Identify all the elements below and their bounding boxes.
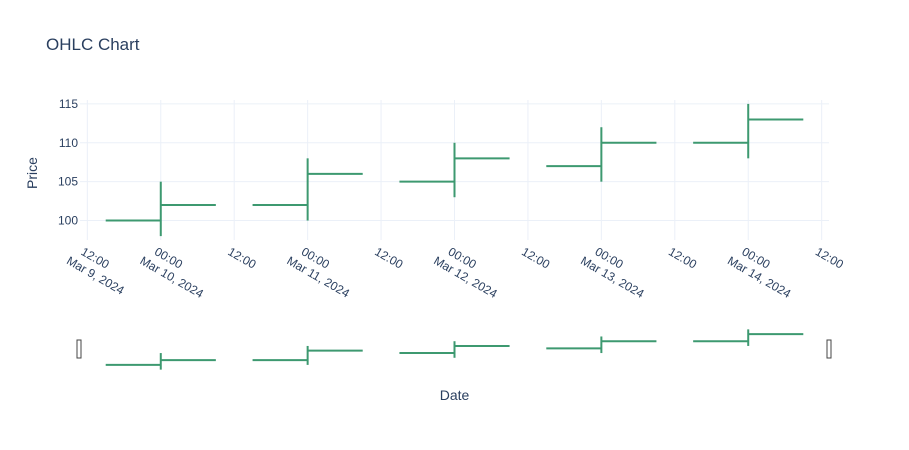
y-tick-label: 105 — [58, 175, 78, 189]
chart-title: OHLC Chart — [46, 35, 140, 54]
y-tick-labels: 100 105 110 115 — [58, 97, 78, 228]
ohlc-bar — [105, 181, 216, 237]
ohlc-bar — [399, 142, 510, 198]
x-tick-label: 12:00 — [666, 244, 699, 271]
x-tick-label: 12:00 — [226, 244, 259, 271]
x-tick-label: 00:00Mar 14, 2024 — [725, 240, 801, 301]
x-tick-time: 12:00 — [666, 244, 699, 271]
rangeslider-right-handle[interactable] — [826, 339, 832, 359]
x-tick-time: 12:00 — [519, 244, 552, 271]
ohlc-bar — [252, 158, 363, 221]
x-tick-label: 12:00Mar 9, 2024 — [64, 240, 134, 297]
x-tick-time: 12:00 — [372, 244, 405, 271]
rangeslider-ohlc-bar — [693, 329, 804, 346]
rangeslider-ohlc-bar — [105, 353, 216, 370]
range-slider[interactable] — [76, 329, 832, 370]
x-tick-label: 00:00Mar 11, 2024 — [285, 240, 360, 300]
y-tick-label: 115 — [59, 97, 78, 111]
x-tick-label: 12:00 — [813, 244, 846, 271]
x-tick-label: 00:00Mar 13, 2024 — [578, 240, 654, 301]
rangeslider-ohlc-bar — [546, 336, 657, 354]
y-axis-label: Price — [24, 157, 40, 189]
x-tick-label: 12:00 — [372, 244, 405, 271]
x-tick-label: 00:00Mar 10, 2024 — [138, 240, 214, 301]
x-tick-label: 00:00Mar 12, 2024 — [431, 240, 507, 301]
ohlc-bar — [693, 103, 804, 159]
x-tick-time: 12:00 — [813, 244, 846, 271]
x-tick-labels: 12:00Mar 9, 2024 00:00Mar 10, 2024 12:00 00… — [64, 240, 846, 301]
ohlc-bar — [546, 127, 657, 182]
rangeslider-ohlc-bar — [399, 341, 510, 358]
x-tick-label: 12:00 — [519, 244, 552, 271]
x-tick-time: 12:00 — [226, 244, 259, 271]
ohlc-series — [105, 103, 804, 237]
y-tick-label: 110 — [59, 136, 78, 150]
y-tick-label: 100 — [58, 214, 78, 228]
x-axis-label: Date — [440, 387, 470, 403]
rangeslider-ohlc-bar — [252, 345, 363, 365]
rangeslider-left-handle[interactable] — [76, 339, 82, 359]
